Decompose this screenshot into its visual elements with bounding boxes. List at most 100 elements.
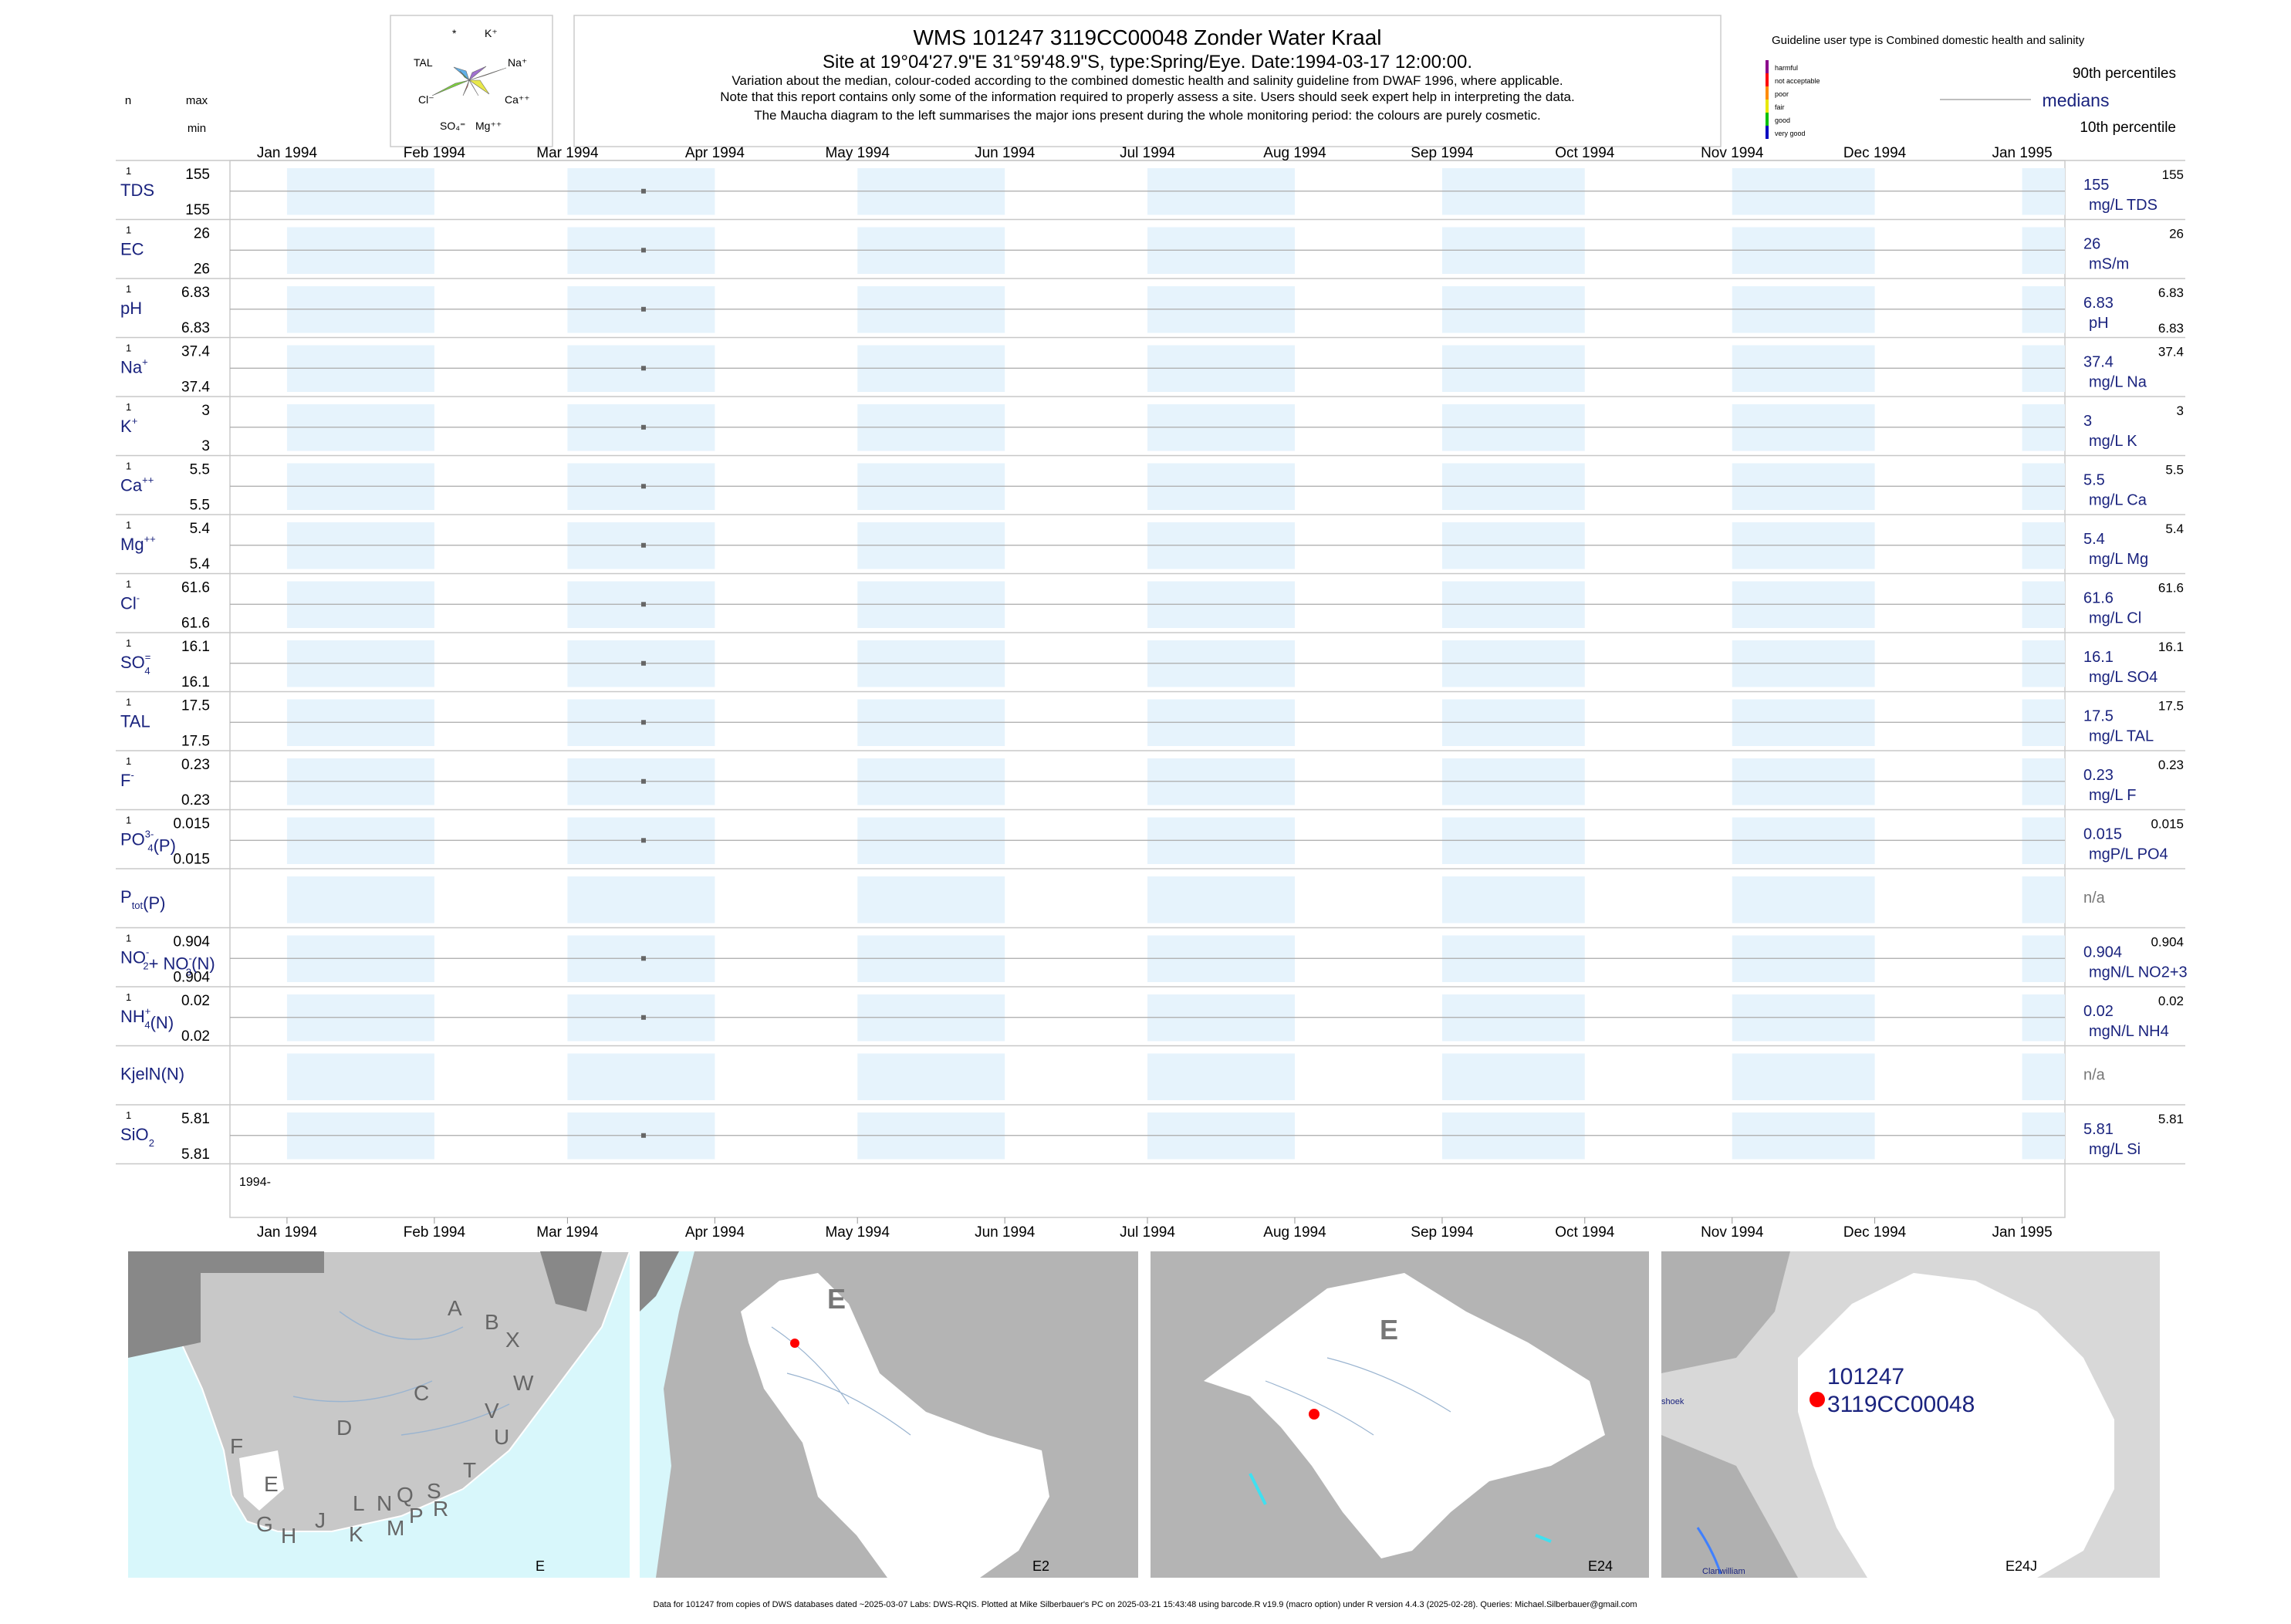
legend-class-label: fair	[1775, 103, 1785, 111]
min-value: 5.81	[181, 1146, 210, 1163]
catchment-letter: J	[315, 1508, 326, 1532]
variable-name: TAL	[120, 712, 150, 731]
month-band	[567, 876, 715, 923]
median-value: n/a	[2083, 890, 2106, 907]
month-band	[2022, 876, 2065, 923]
maucha-label: K⁺	[485, 27, 498, 39]
maucha-label: Cl⁻	[418, 93, 434, 106]
month-band	[286, 1053, 434, 1100]
catchment-e24	[1204, 1273, 1605, 1558]
catchment-letter: R	[433, 1497, 448, 1521]
legend-class-swatch	[1766, 73, 1769, 86]
variable-name: EC	[120, 240, 144, 259]
x-tick-label: Dec 1994	[1843, 145, 1907, 161]
variable-name: Cl-	[120, 593, 140, 613]
right-max-value: 0.015	[2151, 817, 2184, 832]
month-band	[1441, 1053, 1585, 1100]
x-tick-label: Sep 1994	[1411, 145, 1474, 161]
right-max-value: 37.4	[2158, 345, 2184, 360]
legend-classes: harmful not acceptable poor fair good very go…	[1766, 60, 1820, 139]
sample-count: 1	[126, 1109, 131, 1121]
sample-count: 1	[126, 225, 131, 236]
x-tick-label: Jul 1994	[1120, 1224, 1175, 1241]
unit-label: mgN/L NO2+3	[2089, 964, 2188, 981]
min-value: 6.83	[181, 320, 210, 336]
right-max-value: 5.4	[2165, 522, 2184, 536]
maucha-wedge-star	[459, 70, 470, 81]
month-band	[1732, 1053, 1875, 1100]
median-lines	[230, 191, 2065, 1136]
max-value: 6.83	[181, 285, 210, 301]
max-value: 0.23	[181, 757, 210, 773]
x-tick-label: Dec 1994	[1843, 1224, 1907, 1241]
legend-guideline: Guideline user type is Combined domestic…	[1772, 34, 2085, 47]
title-frame	[573, 15, 1722, 147]
sample-count: 1	[126, 815, 131, 826]
x-tick-label: Nov 1994	[1701, 1224, 1764, 1241]
max-value: 0.02	[181, 993, 210, 1009]
unit-label: pH	[2089, 315, 2109, 332]
land-neighbour	[540, 1251, 602, 1312]
median-value: 155	[2083, 177, 2109, 194]
catchment-letter: M	[387, 1516, 404, 1540]
legend-p90: 90th percentiles	[2073, 66, 2176, 82]
catchment-letter: F	[230, 1434, 243, 1458]
map-e2: E E2	[640, 1251, 1138, 1578]
sample-point	[640, 306, 646, 312]
sample-count: 1	[126, 519, 131, 531]
x-tick-label: Jan 1995	[1992, 1224, 2052, 1241]
x-tick-label: Jan 1995	[1992, 145, 2052, 161]
min-value: 0.02	[181, 1028, 210, 1045]
max-column-header: max	[186, 94, 208, 107]
min-value: 16.1	[181, 674, 210, 690]
maucha-wedge-mg	[468, 79, 479, 96]
median-value: 3	[2083, 413, 2092, 430]
x-tick-label: Jan 1994	[257, 1224, 318, 1241]
legend-class-swatch	[1766, 100, 1769, 113]
unit-label: mgP/L PO4	[2089, 846, 2168, 863]
variable-name: KjelN(N)	[120, 1065, 184, 1084]
catchment-e24j	[1798, 1273, 2114, 1578]
map-e24: E E24	[1151, 1251, 1649, 1578]
unit-label: mgN/L NH4	[2089, 1023, 2169, 1040]
catchment-letter: X	[505, 1328, 520, 1352]
median-value: 5.5	[2083, 472, 2105, 489]
x-ticks-bottom: Jan 1994 Feb 1994 Mar 1994 Apr 1994 May 1994…	[257, 1217, 2053, 1241]
region-label: E	[827, 1283, 846, 1315]
report-note: Variation about the median, colour-coded…	[732, 73, 1563, 88]
sample-count: 1	[126, 579, 131, 590]
right-max-value: 5.81	[2158, 1112, 2184, 1126]
right-min-value: 6.83	[2158, 321, 2184, 336]
unit-label: mg/L Mg	[2089, 551, 2148, 568]
unit-label: mg/L TDS	[2089, 197, 2158, 214]
max-value: 5.4	[190, 521, 211, 537]
sample-point	[640, 542, 646, 548]
sample-point	[640, 424, 646, 430]
x-tick-label: Feb 1994	[404, 1224, 466, 1241]
sample-count: 1	[126, 697, 131, 708]
sample-point	[640, 778, 646, 784]
right-max-value: 6.83	[2158, 285, 2184, 300]
x-tick-label: Jun 1994	[975, 1224, 1036, 1241]
maucha-wedge-so4	[462, 79, 470, 96]
land-neighbour	[128, 1251, 324, 1358]
max-value: 61.6	[181, 580, 210, 596]
map-e24j: 101247 3119CC00048 shoek Clanwilliam E24…	[1661, 1251, 2160, 1578]
month-band	[2022, 1053, 2065, 1100]
place-label: shoek	[1661, 1397, 1684, 1406]
catchment-letter: S	[427, 1479, 441, 1503]
min-value: 0.015	[173, 852, 210, 868]
right-max-value: 16.1	[2158, 640, 2184, 654]
sample-point	[640, 602, 646, 607]
legend-class-label: very good	[1775, 130, 1806, 137]
right-max-value: 0.904	[2151, 935, 2184, 950]
legend-p10: 10th percentile	[2080, 120, 2176, 136]
site-marker	[790, 1339, 799, 1348]
report-note: The Maucha diagram to the left summarise…	[754, 108, 1541, 123]
max-value: 0.904	[173, 934, 210, 950]
region-label: E	[1380, 1314, 1398, 1345]
sample-count: 1	[126, 283, 131, 295]
month-band	[1147, 1053, 1295, 1100]
